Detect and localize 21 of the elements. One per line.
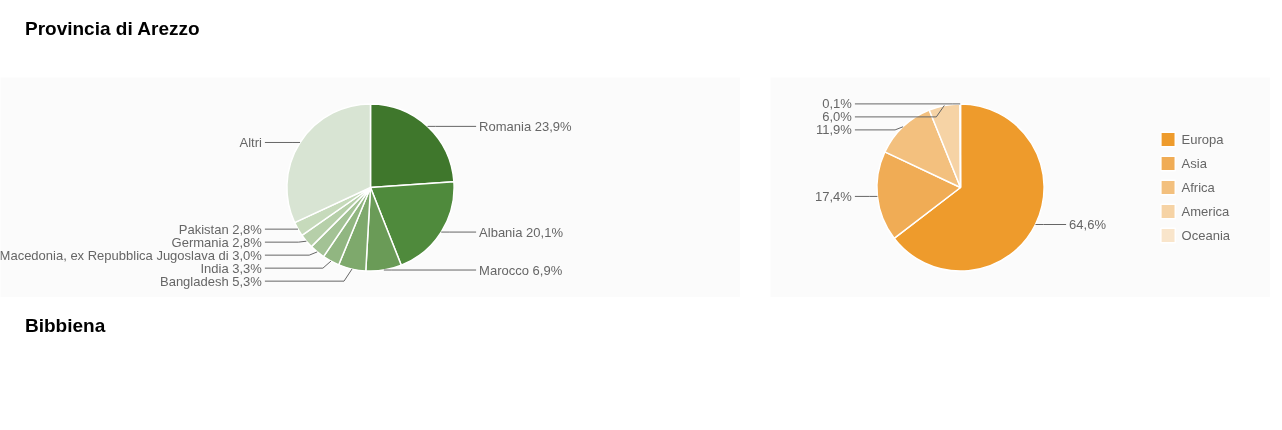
legend-label: America xyxy=(1181,203,1230,219)
data-label: 6,0% xyxy=(822,109,853,125)
data-label: 64,6% xyxy=(1069,217,1107,233)
chart-title: Provincia di Arezzo xyxy=(25,17,200,41)
legend-label: Europa xyxy=(1181,131,1224,147)
slice-label: Bangladesh 5,3% xyxy=(159,273,263,289)
legend-label: Asia xyxy=(1181,155,1207,171)
slice-label: Germania 2,8% xyxy=(171,234,263,250)
slice-label: India 3,3% xyxy=(200,260,263,276)
data-label: 11,9% xyxy=(816,122,853,138)
slice-label: Macedonia, ex Repubblica Jugoslava di 3,0% xyxy=(0,247,263,263)
data-label: 0,1% xyxy=(822,96,853,112)
legend-label: Oceania xyxy=(1181,227,1230,243)
slice-label: Pakistan 2,8% xyxy=(178,221,263,237)
data-label: 17,4% xyxy=(815,189,853,205)
slice-label: Romania 23,9% xyxy=(479,119,573,135)
slice-label: Marocco 6,9% xyxy=(479,262,563,278)
slice-label: Albania 20,1% xyxy=(479,224,564,240)
slice-label: Altri xyxy=(239,135,263,151)
text: Bibbiena xyxy=(25,314,106,339)
legend-label: Africa xyxy=(1181,179,1215,195)
